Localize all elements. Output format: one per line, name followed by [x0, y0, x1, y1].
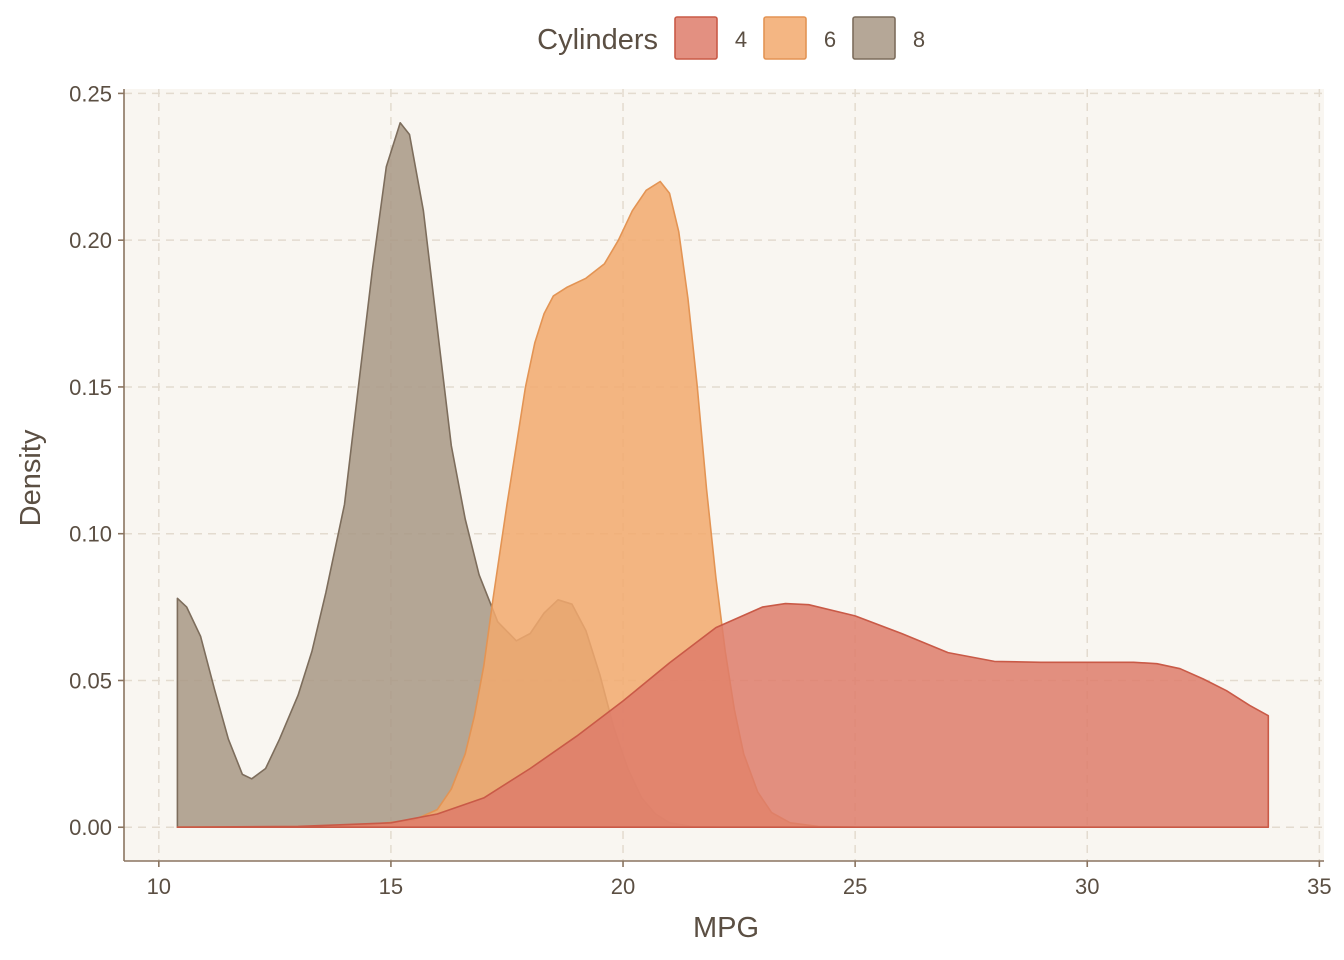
y-tick-label: 0.20 [69, 228, 112, 253]
legend-title: Cylinders [537, 24, 658, 56]
legend-label-6: 6 [824, 27, 836, 52]
y-tick-label: 0.00 [69, 815, 112, 840]
grid-lines [124, 89, 1324, 861]
legend-entries: 4 6 8 [674, 16, 925, 60]
y-axis-title: Density [15, 429, 47, 526]
x-tick-label: 15 [379, 874, 403, 899]
density-areas [176, 122, 1270, 828]
x-tick-label: 35 [1307, 874, 1331, 899]
y-tick-label: 0.15 [69, 375, 112, 400]
legend-swatch-4 [674, 16, 718, 60]
x-tick-label: 25 [843, 874, 867, 899]
legend: Cylinders 4 6 8 [537, 16, 925, 60]
y-tick-label: 0.10 [69, 522, 112, 547]
x-tick-label: 30 [1075, 874, 1099, 899]
x-tick-label: 20 [611, 874, 635, 899]
y-tick-label: 0.05 [69, 668, 112, 693]
legend-swatch-6 [763, 16, 807, 60]
y-tick-label: 0.25 [69, 81, 112, 106]
axes [123, 89, 1324, 862]
y-ticks: 0.00 0.05 0.10 0.15 0.20 0.25 [69, 81, 124, 840]
x-ticks: 10 15 20 25 30 35 [147, 861, 1332, 899]
x-tick-label: 10 [147, 874, 171, 899]
density-area-4-cyl [176, 602, 1270, 828]
legend-label-4: 4 [735, 27, 747, 52]
x-axis-title: MPG [693, 912, 759, 944]
legend-label-8: 8 [913, 27, 925, 52]
legend-swatch-8 [852, 16, 896, 60]
